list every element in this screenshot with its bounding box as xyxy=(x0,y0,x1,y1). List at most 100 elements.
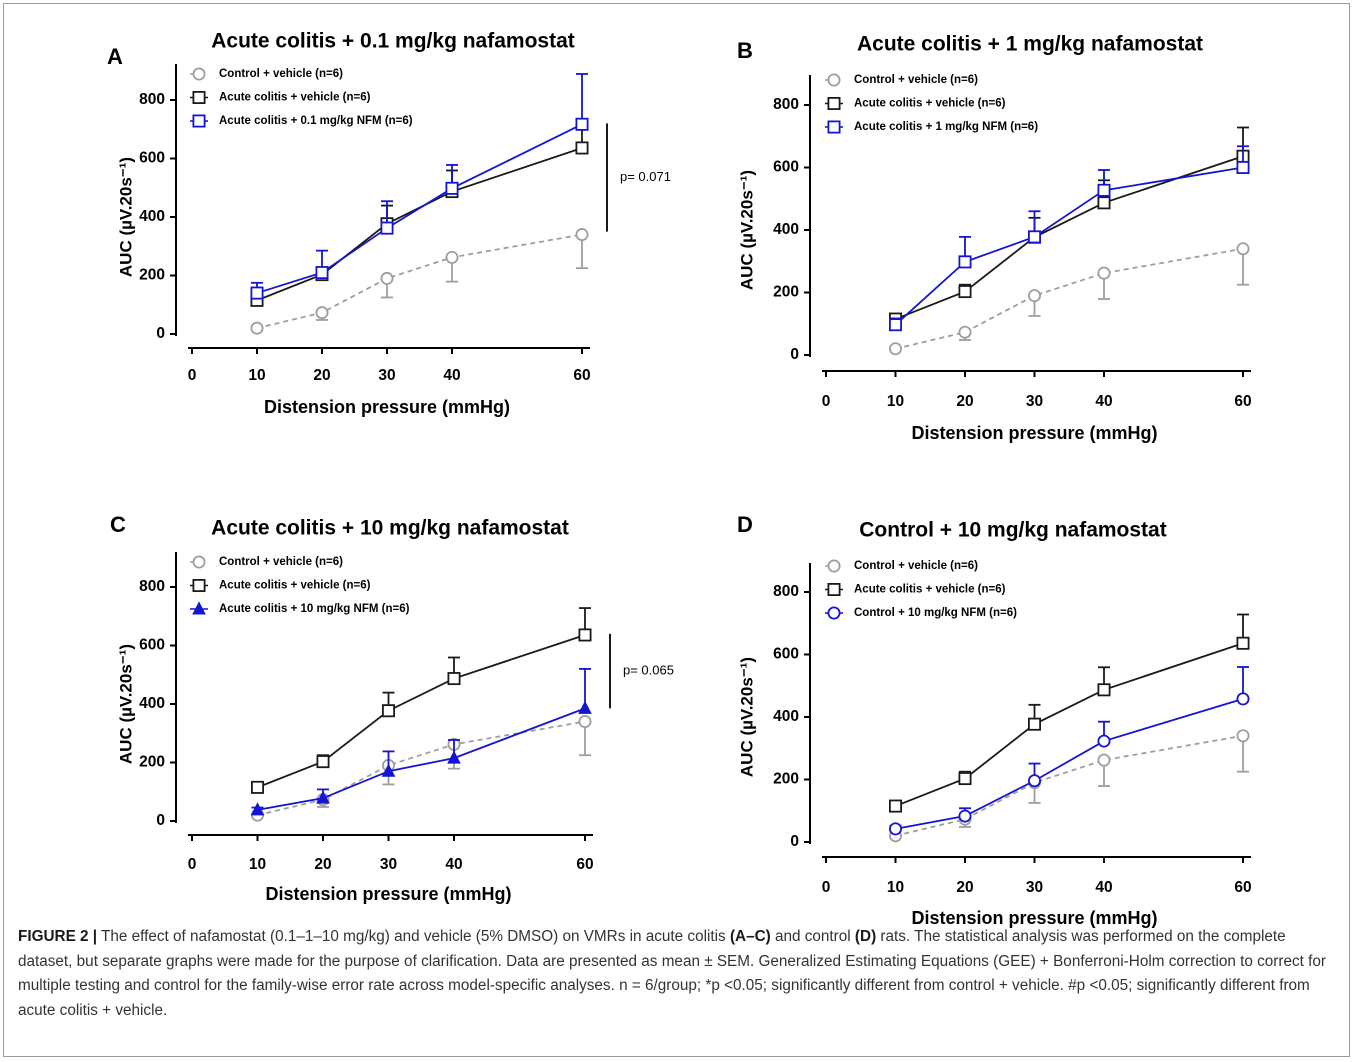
x-tick-label: 60 xyxy=(1234,393,1251,410)
data-point xyxy=(250,780,264,794)
legend-label: Acute colitis + 1 mg/kg NFM (n=6) xyxy=(854,121,1038,133)
y-tick-label: 0 xyxy=(790,346,799,363)
data-point xyxy=(381,704,395,718)
data-point xyxy=(445,250,459,264)
x-tick-label: 0 xyxy=(822,393,831,410)
caption-figure-label: FIGURE 2 | xyxy=(18,928,98,945)
series-2: Acute colitis + 10 mg/kg NFM (n=6) xyxy=(190,601,592,816)
legend-label: Acute colitis + 0.1 mg/kg NFM (n=6) xyxy=(219,115,413,127)
data-point xyxy=(1097,753,1111,767)
data-point xyxy=(447,672,461,686)
x-axis-label: Distension pressure (mmHg) xyxy=(264,397,510,417)
x-tick-label: 20 xyxy=(314,856,331,873)
x-tick-label: 20 xyxy=(956,879,973,896)
y-tick-label: 400 xyxy=(773,221,799,238)
y-tick-label: 800 xyxy=(139,91,165,108)
y-tick-label: 800 xyxy=(139,578,165,595)
data-point xyxy=(958,772,972,786)
data-point xyxy=(575,141,589,155)
caption-text-3: rats. The statistical analysis was perfo… xyxy=(18,928,1326,1019)
x-tick-label: 40 xyxy=(1095,879,1112,896)
x-tick-label: 30 xyxy=(1026,393,1043,410)
data-point xyxy=(316,755,330,769)
y-tick-label: 600 xyxy=(139,637,165,654)
legend-label: Control + vehicle (n=6) xyxy=(854,74,978,86)
data-point xyxy=(575,228,589,242)
data-point xyxy=(315,266,329,280)
x-tick-label: 30 xyxy=(380,856,397,873)
x-tick-label: 10 xyxy=(249,856,266,873)
legend-marker xyxy=(192,601,206,615)
x-tick-label: 0 xyxy=(822,879,831,896)
data-point xyxy=(889,799,903,813)
caption-bold-2: (D) xyxy=(854,928,877,945)
panel-letter: A xyxy=(107,44,123,69)
series-line xyxy=(257,720,586,817)
series-line xyxy=(256,233,583,330)
x-axis-label: Distension pressure (mmHg) xyxy=(911,423,1157,443)
legend-label: Control + vehicle (n=6) xyxy=(854,560,978,572)
figure-caption: FIGURE 2 | The effect of nafamostat (0.1… xyxy=(18,925,1336,1023)
x-tick-label: 10 xyxy=(887,879,904,896)
series-1: Acute colitis + vehicle (n=6) xyxy=(190,579,592,794)
x-tick-label: 10 xyxy=(248,367,265,384)
series-line xyxy=(895,734,1244,837)
panel-c: C Acute colitis + 10 mg/kg nafamostat0200… xyxy=(110,512,674,904)
series-2: Acute colitis + 0.1 mg/kg NFM (n=6) xyxy=(190,73,589,300)
data-point xyxy=(250,286,264,300)
data-point xyxy=(1097,183,1111,197)
data-point xyxy=(1097,196,1111,210)
x-tick-label: 60 xyxy=(576,856,593,873)
x-tick-label: 0 xyxy=(188,856,197,873)
data-point xyxy=(1097,266,1111,280)
data-point xyxy=(958,325,972,339)
data-point xyxy=(578,700,592,714)
legend-marker xyxy=(827,120,841,134)
y-tick-label: 400 xyxy=(139,208,165,225)
x-tick-label: 0 xyxy=(188,367,197,384)
series-line xyxy=(895,155,1244,320)
y-tick-label: 600 xyxy=(773,159,799,176)
y-tick-label: 400 xyxy=(139,695,165,712)
data-point xyxy=(958,285,972,299)
data-point xyxy=(315,306,329,320)
y-tick-label: 0 xyxy=(156,812,165,829)
series-line xyxy=(894,166,1244,326)
caption-bold-1: (A–C) xyxy=(729,928,771,945)
data-point xyxy=(381,763,396,777)
y-tick-label: 200 xyxy=(139,754,165,771)
y-tick-label: 800 xyxy=(773,96,799,113)
x-tick-label: 40 xyxy=(1095,393,1112,410)
legend-label: Acute colitis + vehicle (n=6) xyxy=(854,98,1006,110)
legend-marker xyxy=(192,114,206,128)
legend-marker xyxy=(827,559,841,573)
panel-letter: D xyxy=(737,512,753,537)
y-axis-label: AUC (µV.20s⁻¹) xyxy=(116,644,135,764)
series-1: Acute colitis + vehicle (n=6) xyxy=(825,583,1250,813)
series-0: Control + vehicle (n=6) xyxy=(190,67,589,335)
data-point xyxy=(1236,692,1250,706)
panel-b: B Acute colitis + 1 mg/kg nafamostat02004… xyxy=(737,33,1252,443)
y-tick-label: 600 xyxy=(773,646,799,663)
x-axis-label: Distension pressure (mmHg) xyxy=(911,908,1157,928)
data-point xyxy=(578,715,592,729)
panel-a: A Acute colitis + 0.1 mg/kg nafamostat 0 20… xyxy=(107,30,671,417)
p-value-annotation: p= 0.065 xyxy=(623,663,674,678)
y-axis-label: AUC (µV.20s⁻¹) xyxy=(737,170,756,290)
data-point xyxy=(1028,774,1042,788)
figure-frame xyxy=(3,3,1350,1057)
caption-text-2: and control xyxy=(770,928,855,945)
y-tick-label: 0 xyxy=(156,325,165,342)
data-point xyxy=(1097,683,1111,697)
legend-label: Acute colitis + vehicle (n=6) xyxy=(854,584,1006,596)
data-point xyxy=(1236,636,1250,650)
data-point xyxy=(380,221,394,235)
y-tick-label: 600 xyxy=(139,150,165,167)
series-0: Control + vehicle (n=6) xyxy=(825,73,1250,356)
y-axis-label: AUC (µV.20s⁻¹) xyxy=(737,657,756,777)
legend-label: Control + 10 mg/kg NFM (n=6) xyxy=(854,607,1017,619)
data-point xyxy=(1097,734,1111,748)
legend-marker xyxy=(192,67,206,81)
data-point xyxy=(958,255,972,269)
